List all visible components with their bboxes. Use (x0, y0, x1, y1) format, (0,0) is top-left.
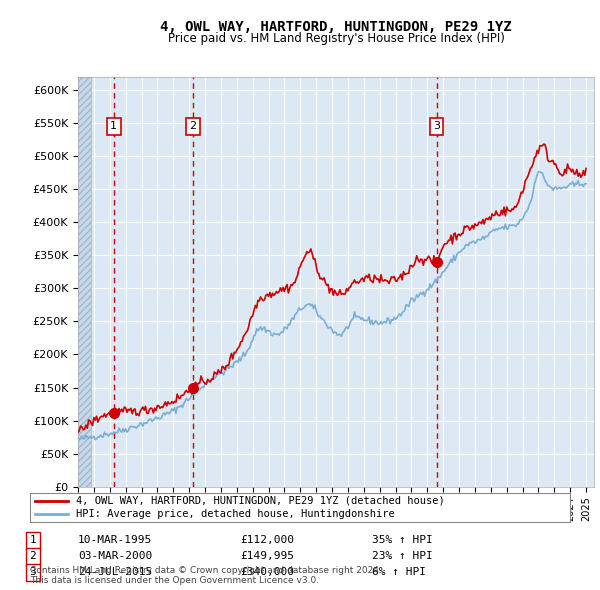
Text: £340,000: £340,000 (240, 568, 294, 577)
Text: Price paid vs. HM Land Registry's House Price Index (HPI): Price paid vs. HM Land Registry's House … (167, 32, 505, 45)
Text: 4, OWL WAY, HARTFORD, HUNTINGDON, PE29 1YZ (detached house): 4, OWL WAY, HARTFORD, HUNTINGDON, PE29 1… (76, 496, 445, 506)
Text: 3: 3 (433, 122, 440, 132)
Text: 1: 1 (29, 536, 37, 545)
Text: 2: 2 (190, 122, 197, 132)
Text: 35% ↑ HPI: 35% ↑ HPI (372, 536, 433, 545)
Text: £112,000: £112,000 (240, 536, 294, 545)
Text: Contains HM Land Registry data © Crown copyright and database right 2024.
This d: Contains HM Land Registry data © Crown c… (30, 566, 382, 585)
Text: 3: 3 (29, 568, 37, 577)
Text: 1: 1 (110, 122, 117, 132)
Text: 4, OWL WAY, HARTFORD, HUNTINGDON, PE29 1YZ: 4, OWL WAY, HARTFORD, HUNTINGDON, PE29 1… (160, 19, 512, 34)
Text: £149,995: £149,995 (240, 552, 294, 561)
Text: 23% ↑ HPI: 23% ↑ HPI (372, 552, 433, 561)
Text: 10-MAR-1995: 10-MAR-1995 (78, 536, 152, 545)
Text: 03-MAR-2000: 03-MAR-2000 (78, 552, 152, 561)
Text: 6% ↑ HPI: 6% ↑ HPI (372, 568, 426, 577)
Text: HPI: Average price, detached house, Huntingdonshire: HPI: Average price, detached house, Hunt… (76, 509, 395, 519)
Text: 24-JUL-2015: 24-JUL-2015 (78, 568, 152, 577)
Text: 2: 2 (29, 552, 37, 561)
